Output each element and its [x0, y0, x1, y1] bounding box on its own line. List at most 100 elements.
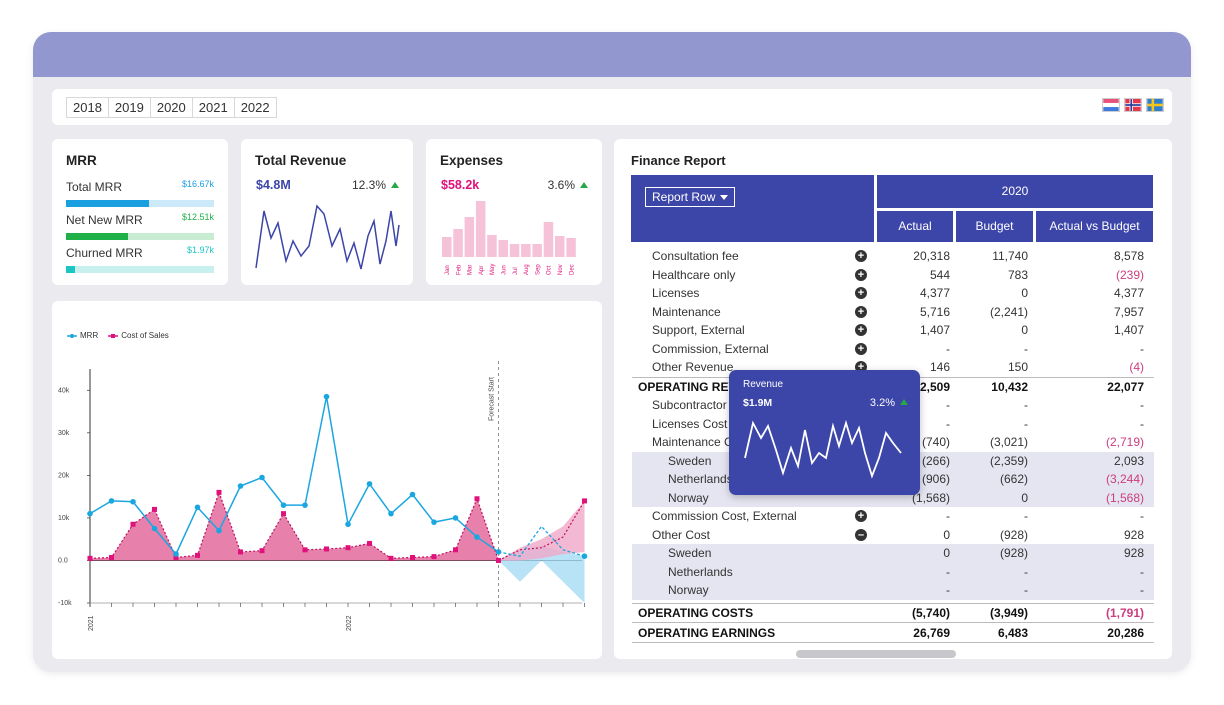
- mrr-point[interactable]: [259, 474, 265, 481]
- cost-point[interactable]: [109, 554, 114, 560]
- expense-bar[interactable]: [487, 235, 497, 257]
- mrr-point[interactable]: [474, 534, 480, 540]
- cost-point[interactable]: [367, 540, 372, 546]
- expand-plus-icon[interactable]: +: [855, 342, 867, 355]
- year-filter-2019[interactable]: 2019: [107, 97, 151, 118]
- expense-bar[interactable]: [543, 222, 554, 257]
- cost-point[interactable]: [281, 511, 286, 517]
- cost-point[interactable]: [345, 545, 351, 551]
- finance-row[interactable]: Support, External +1,407 0 1,407: [632, 321, 1154, 340]
- expand-plus-icon[interactable]: +: [855, 268, 867, 281]
- finance-row[interactable]: OPERATING COSTS (5,740) (3,949) (1,791): [632, 602, 1154, 623]
- col-actual-vs-budget[interactable]: Actual vs Budget: [1036, 211, 1153, 242]
- expenses-card[interactable]: Expenses $58.2k 3.6% Jan Feb Mar Apr May Jun J…: [426, 139, 602, 285]
- mrr-point[interactable]: [388, 510, 394, 517]
- horizontal-scrollbar[interactable]: [796, 650, 956, 658]
- netherlands-flag-icon[interactable]: [1102, 98, 1120, 112]
- expense-bar[interactable]: [555, 236, 565, 257]
- finance-row[interactable]: Commission, External + - - -: [632, 340, 1154, 359]
- finance-row[interactable]: Licenses +4,377 0 4,377: [632, 284, 1154, 303]
- finance-row[interactable]: OPERATING EARNINGS 26,769 6,483 20,286: [632, 622, 1154, 643]
- variance-value: 20,286: [1107, 626, 1144, 640]
- mrr-point[interactable]: [194, 504, 201, 511]
- cost-point[interactable]: [152, 506, 157, 512]
- mrr-cost-chart-card[interactable]: MRR Cost of Sales 40k 30k 20k 10k 0.0 -10k 202…: [52, 301, 602, 659]
- cost-point[interactable]: [410, 554, 415, 560]
- mrr-point[interactable]: [130, 498, 136, 505]
- mrr-point[interactable]: [108, 498, 115, 504]
- expense-bar[interactable]: [475, 201, 486, 257]
- finance-row[interactable]: Commission Cost, External + - - -: [632, 507, 1154, 526]
- expand-plus-icon[interactable]: +: [855, 324, 867, 336]
- mrr-point[interactable]: [431, 519, 437, 525]
- expense-bar[interactable]: [509, 244, 520, 257]
- cost-point[interactable]: [216, 489, 222, 495]
- legend-mrr[interactable]: MRR: [67, 331, 98, 340]
- col-budget[interactable]: Budget: [956, 211, 1033, 242]
- expense-bar[interactable]: [566, 238, 576, 257]
- mrr-point[interactable]: [323, 393, 330, 400]
- cost-point[interactable]: [195, 552, 200, 558]
- cost-point[interactable]: [496, 557, 501, 563]
- mrr-point[interactable]: [452, 515, 459, 521]
- cost-point[interactable]: [302, 547, 308, 553]
- year-filter-2020[interactable]: 2020: [149, 97, 193, 118]
- sweden-flag-icon[interactable]: [1146, 98, 1164, 112]
- finance-row[interactable]: Subcontractor - - -: [632, 396, 1154, 415]
- cost-point[interactable]: [453, 547, 458, 553]
- mrr-point[interactable]: [151, 525, 158, 532]
- norway-flag-icon[interactable]: [1124, 98, 1142, 112]
- expand-plus-icon[interactable]: +: [855, 250, 867, 262]
- expense-bar[interactable]: [521, 244, 531, 257]
- finance-row[interactable]: Licenses Cost - - -: [632, 415, 1154, 434]
- total-revenue-card[interactable]: Total Revenue $4.8M 12.3%: [241, 139, 413, 285]
- mrr-point[interactable]: [302, 502, 308, 508]
- mrr-point[interactable]: [173, 551, 179, 557]
- cost-point[interactable]: [173, 554, 179, 560]
- expense-bar[interactable]: [498, 240, 509, 257]
- mrr-point[interactable]: [581, 553, 588, 559]
- legend-cost-of-sales[interactable]: Cost of Sales: [108, 331, 169, 340]
- expense-bar[interactable]: [532, 244, 542, 257]
- mrr-point[interactable]: [216, 527, 222, 534]
- row-label: OPERATING COSTS: [638, 605, 754, 620]
- expense-bar[interactable]: [464, 217, 475, 257]
- collapse-minus-icon[interactable]: –: [855, 528, 867, 541]
- finance-row[interactable]: Maintenance +5,716 (2,241) 7,957: [632, 303, 1154, 322]
- cost-point[interactable]: [431, 554, 437, 560]
- row-label: Maintenance: [652, 304, 721, 319]
- year-filter-2022[interactable]: 2022: [233, 97, 277, 118]
- mrr-point[interactable]: [87, 510, 93, 517]
- cost-point[interactable]: [259, 548, 265, 554]
- year-filter-2018[interactable]: 2018: [66, 97, 109, 118]
- cost-point[interactable]: [582, 498, 587, 504]
- cost-point[interactable]: [324, 546, 329, 552]
- year-toolbar: 2018 2019 2020 2021 2022: [52, 89, 1172, 125]
- finance-row[interactable]: Netherlands - - -: [632, 562, 1154, 581]
- mrr-point[interactable]: [237, 483, 244, 489]
- mrr-point[interactable]: [345, 521, 351, 528]
- cost-point[interactable]: [474, 496, 480, 502]
- expense-bar[interactable]: [442, 237, 452, 257]
- finance-row[interactable]: Healthcare only +544 783 (239): [632, 266, 1154, 285]
- mrr-point[interactable]: [366, 481, 373, 487]
- finance-row[interactable]: Other Cost – 0 (928) 928: [632, 526, 1154, 545]
- cost-point[interactable]: [388, 555, 394, 561]
- mrr-point[interactable]: [409, 491, 416, 498]
- finance-row[interactable]: Norway - - -: [632, 581, 1154, 600]
- cost-point[interactable]: [130, 521, 136, 527]
- expense-bar[interactable]: [453, 229, 463, 257]
- cost-point[interactable]: [87, 555, 93, 561]
- finance-row[interactable]: Maintenance C (740) (3,021) (2,719): [632, 433, 1154, 452]
- expand-plus-icon[interactable]: +: [855, 305, 867, 318]
- report-row-dropdown[interactable]: Report Row: [645, 187, 736, 207]
- year-filter-2021[interactable]: 2021: [191, 97, 235, 118]
- col-actual[interactable]: Actual: [877, 211, 953, 242]
- finance-row[interactable]: Sweden 0 (928) 928: [632, 544, 1154, 563]
- finance-row[interactable]: Consultation fee +20,318 11,740 8,578: [632, 247, 1154, 266]
- expand-plus-icon[interactable]: +: [855, 287, 867, 299]
- mrr-point[interactable]: [280, 502, 287, 508]
- expand-plus-icon[interactable]: +: [855, 510, 867, 522]
- mrr-point[interactable]: [495, 549, 502, 555]
- cost-point[interactable]: [238, 549, 243, 555]
